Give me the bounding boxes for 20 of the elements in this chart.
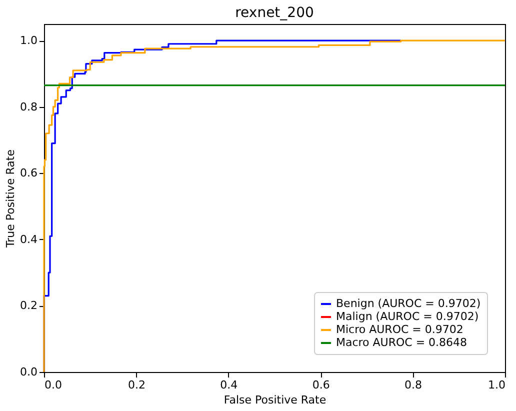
x-tick-label: 0.6 [312,378,330,392]
legend-label: Benign (AUROC = 0.9702) [336,297,481,310]
y-tick-label: 0.8 [20,100,38,114]
y-tick-label: 0.2 [20,299,38,312]
y-axis-title: True Positive Rate [4,149,18,248]
legend-label: Micro AUROC = 0.9702 [336,323,464,336]
x-axis-title: False Positive Rate [224,394,326,406]
y-tick-label: 1.0 [20,34,38,48]
x-tick-label: 0.4 [220,378,238,392]
legend-label: Macro AUROC = 0.8648 [336,336,468,349]
x-tick-label: 1.0 [488,378,506,392]
x-tick-label: 0.0 [44,378,62,392]
chart-title: rexnet_200 [235,5,314,21]
y-tick-label: 0.6 [20,166,38,180]
y-tick-label: 0.0 [20,366,38,378]
legend-label: Malign (AUROC = 0.9702) [336,310,479,323]
y-tick-label: 0.4 [20,232,38,246]
line-series [43,40,506,373]
x-tick-label: 0.2 [128,378,146,392]
x-tick-label: 0.8 [404,378,422,392]
